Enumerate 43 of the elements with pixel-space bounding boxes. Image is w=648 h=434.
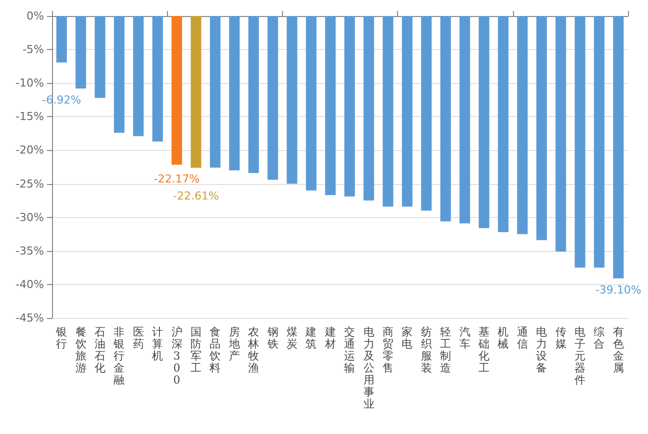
y-tick-label: -35%	[16, 244, 44, 258]
data-label: -22.61%	[173, 190, 219, 203]
x-tick-label: 餐饮旅游	[74, 326, 86, 374]
x-tick-label: 电子元器件	[574, 326, 586, 386]
x-tick-label: 建材	[324, 326, 336, 350]
x-tick-label: 农林牧渔	[247, 326, 260, 374]
y-tick-label: -30%	[16, 210, 44, 224]
x-tick-label: 基础化工	[478, 326, 490, 374]
x-tick-label: 国防军工	[190, 326, 202, 374]
x-tick-label: 传媒	[555, 326, 566, 350]
x-tick-label: 有色金属	[612, 326, 624, 374]
x-tick-label: 煤炭	[286, 326, 298, 350]
x-tick-label: 轻工制造	[440, 326, 452, 374]
data-label: -22.17%	[154, 172, 200, 186]
x-tick-label: 非银行金融	[112, 326, 125, 386]
x-tick-label: 电力及公用事业	[363, 326, 374, 410]
x-tick-label: 商贸零售	[382, 326, 394, 374]
x-tick-label: 家电	[402, 326, 413, 350]
x-tick-label: 综合	[594, 326, 605, 350]
x-tick-label: 房地产	[228, 326, 240, 362]
x-tick-label: 纺织服装	[420, 326, 432, 374]
x-tick-label: 计算机	[152, 326, 164, 362]
y-tick-label: -40%	[16, 278, 44, 291]
x-tick-label: 医药	[132, 326, 144, 350]
y-tick-label: -10%	[16, 76, 44, 90]
x-tick-label: 汽车	[459, 326, 470, 350]
x-tick-label: 银行	[55, 326, 68, 350]
x-tick-label: 石油石化	[94, 326, 106, 374]
y-tick-label: -25%	[16, 177, 44, 190]
x-tick-label: 建筑	[304, 326, 317, 350]
y-tick-label: -15%	[16, 110, 44, 124]
y-tick-label: -45%	[16, 312, 44, 324]
x-tick-label: 交通运输	[344, 326, 356, 374]
x-tick-label: 机械	[498, 326, 509, 350]
x-tick-label: 沪深300	[171, 326, 182, 386]
x-tick-label: 食品饮料	[208, 326, 221, 374]
data-label: -39.10%	[595, 283, 642, 296]
x-tick-label: 通信	[516, 326, 528, 350]
y-tick-label: -20%	[16, 144, 44, 157]
x-tick-label: 钢铁	[266, 326, 278, 350]
x-tick-label: 电力设备	[536, 326, 548, 374]
y-tick-label: -5%	[22, 43, 44, 56]
y-tick-label: 0%	[26, 10, 44, 22]
